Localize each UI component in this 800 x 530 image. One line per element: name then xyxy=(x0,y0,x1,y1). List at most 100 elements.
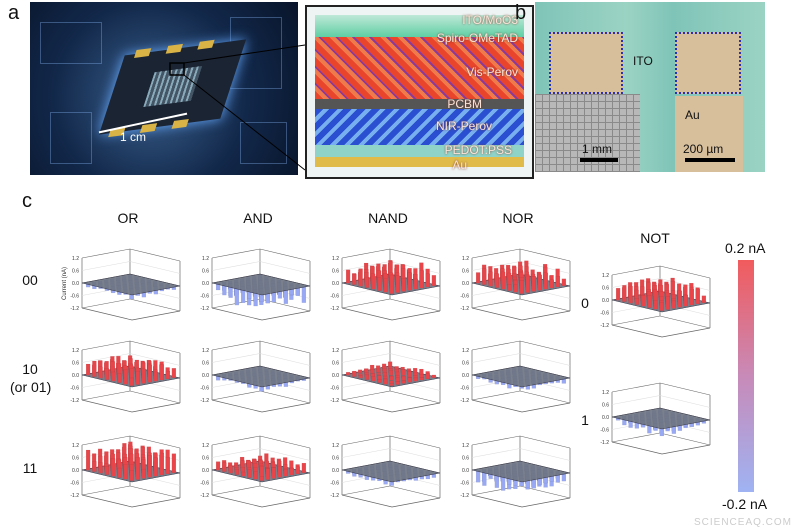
watermark: SCIENCEAQ.COM xyxy=(693,517,792,528)
z-tick-label: -0.6 xyxy=(600,311,609,317)
z-tick-label: -0.6 xyxy=(200,294,209,300)
bar xyxy=(141,368,147,384)
z-tick-label: 0.0 xyxy=(462,281,469,287)
bar xyxy=(358,268,363,287)
panel-b-label: b xyxy=(515,2,527,24)
bar xyxy=(395,377,400,383)
z-tick-label: -0.6 xyxy=(460,481,469,487)
column-header-and: AND xyxy=(243,210,273,226)
bar xyxy=(265,468,271,480)
bar xyxy=(253,471,258,480)
bar xyxy=(123,369,128,385)
z-tick-label: 0.0 xyxy=(202,468,209,474)
bar xyxy=(549,279,555,289)
z-tick-label: -1.2 xyxy=(600,440,609,446)
z-tick-label: 0.0 xyxy=(72,373,79,379)
bar-plot-or-11: 1.2 0.6 0.0 -0.6 -1.2 xyxy=(70,435,181,508)
bar xyxy=(283,289,289,304)
z-tick-label: 0.0 xyxy=(72,281,79,287)
bar xyxy=(388,370,394,376)
bar xyxy=(271,467,277,479)
bar xyxy=(419,368,424,375)
bar xyxy=(277,465,283,478)
bar xyxy=(677,290,683,308)
z-tick-label: 1.2 xyxy=(202,443,209,449)
zero-plane xyxy=(81,273,181,296)
bar xyxy=(98,366,103,379)
bar xyxy=(85,363,91,376)
bar xyxy=(701,295,707,303)
z-tick-label: -1.2 xyxy=(70,398,79,404)
bar xyxy=(431,275,437,286)
bar xyxy=(494,273,500,288)
bar xyxy=(513,284,518,293)
bar xyxy=(364,276,370,288)
zero-plane xyxy=(211,365,311,388)
bar xyxy=(400,369,406,376)
column-header-nor: NOR xyxy=(502,210,534,226)
bar xyxy=(153,371,159,382)
z-tick-label: 0.6 xyxy=(72,456,79,462)
z-tick-label: 0.6 xyxy=(202,456,209,462)
layer-label: Spiro-OMeTAD xyxy=(436,31,518,45)
bar xyxy=(301,285,307,303)
z-tick-label: -1.2 xyxy=(460,306,469,312)
z-tick-label: 0.6 xyxy=(202,269,209,275)
column-header-not: NOT xyxy=(640,230,670,246)
bar-plot-nand-10: 1.2 0.6 0.0 -0.6 -1.2 xyxy=(330,340,441,413)
bar xyxy=(628,285,633,304)
layer-label: Vis-Perov xyxy=(466,65,518,79)
z-tick-label: 0.0 xyxy=(202,373,209,379)
bar xyxy=(141,468,147,479)
zoom-lines xyxy=(169,44,306,171)
z-tick-label: 0.0 xyxy=(72,468,79,474)
bar xyxy=(117,373,122,383)
z-tick-label: 0.6 xyxy=(602,286,609,292)
z-tick-label: -1.2 xyxy=(70,493,79,499)
zero-plane xyxy=(211,273,311,296)
bar xyxy=(240,289,246,303)
bar xyxy=(431,374,437,378)
z-tick-label: -0.6 xyxy=(70,294,79,300)
bar xyxy=(165,370,171,380)
z-tick-label: 0.0 xyxy=(332,281,339,287)
z-tick-label: -1.2 xyxy=(600,323,609,329)
colorbar-min-label: -0.2 nA xyxy=(722,496,768,512)
bar xyxy=(345,269,351,284)
bar xyxy=(228,465,233,474)
row-label-11: 11 xyxy=(22,460,38,476)
bar xyxy=(383,278,388,293)
bar xyxy=(419,374,424,378)
z-tick-label: -0.6 xyxy=(70,481,79,487)
zero-plane xyxy=(471,365,571,388)
bar-plot-nand-11: 1.2 0.6 0.0 -0.6 -1.2 xyxy=(330,435,441,508)
z-tick-label: 0.6 xyxy=(462,456,469,462)
bar xyxy=(147,364,153,383)
z-tick-label: 0.6 xyxy=(332,269,339,275)
zero-plane xyxy=(471,460,571,483)
bar xyxy=(389,383,395,386)
bar xyxy=(689,288,695,306)
z-tick-label: 0.6 xyxy=(602,403,609,409)
zero-plane xyxy=(611,407,711,430)
layer-label: ITO/MoO3 xyxy=(462,13,518,27)
bar xyxy=(488,271,493,287)
bar xyxy=(222,462,227,472)
bar xyxy=(240,471,246,477)
z-tick-label: 0.6 xyxy=(332,456,339,462)
bar xyxy=(352,370,357,377)
bar xyxy=(98,462,103,474)
z-tick-label: 1.2 xyxy=(602,273,609,279)
bar xyxy=(653,299,658,310)
bar xyxy=(171,368,177,378)
bar xyxy=(345,372,351,376)
bar xyxy=(647,295,652,308)
bar xyxy=(135,370,141,385)
bar xyxy=(407,272,413,291)
z-tick-label: 1.2 xyxy=(332,256,339,262)
bar xyxy=(110,371,116,382)
bar xyxy=(370,273,376,290)
bar xyxy=(352,273,357,285)
bar xyxy=(117,467,122,478)
